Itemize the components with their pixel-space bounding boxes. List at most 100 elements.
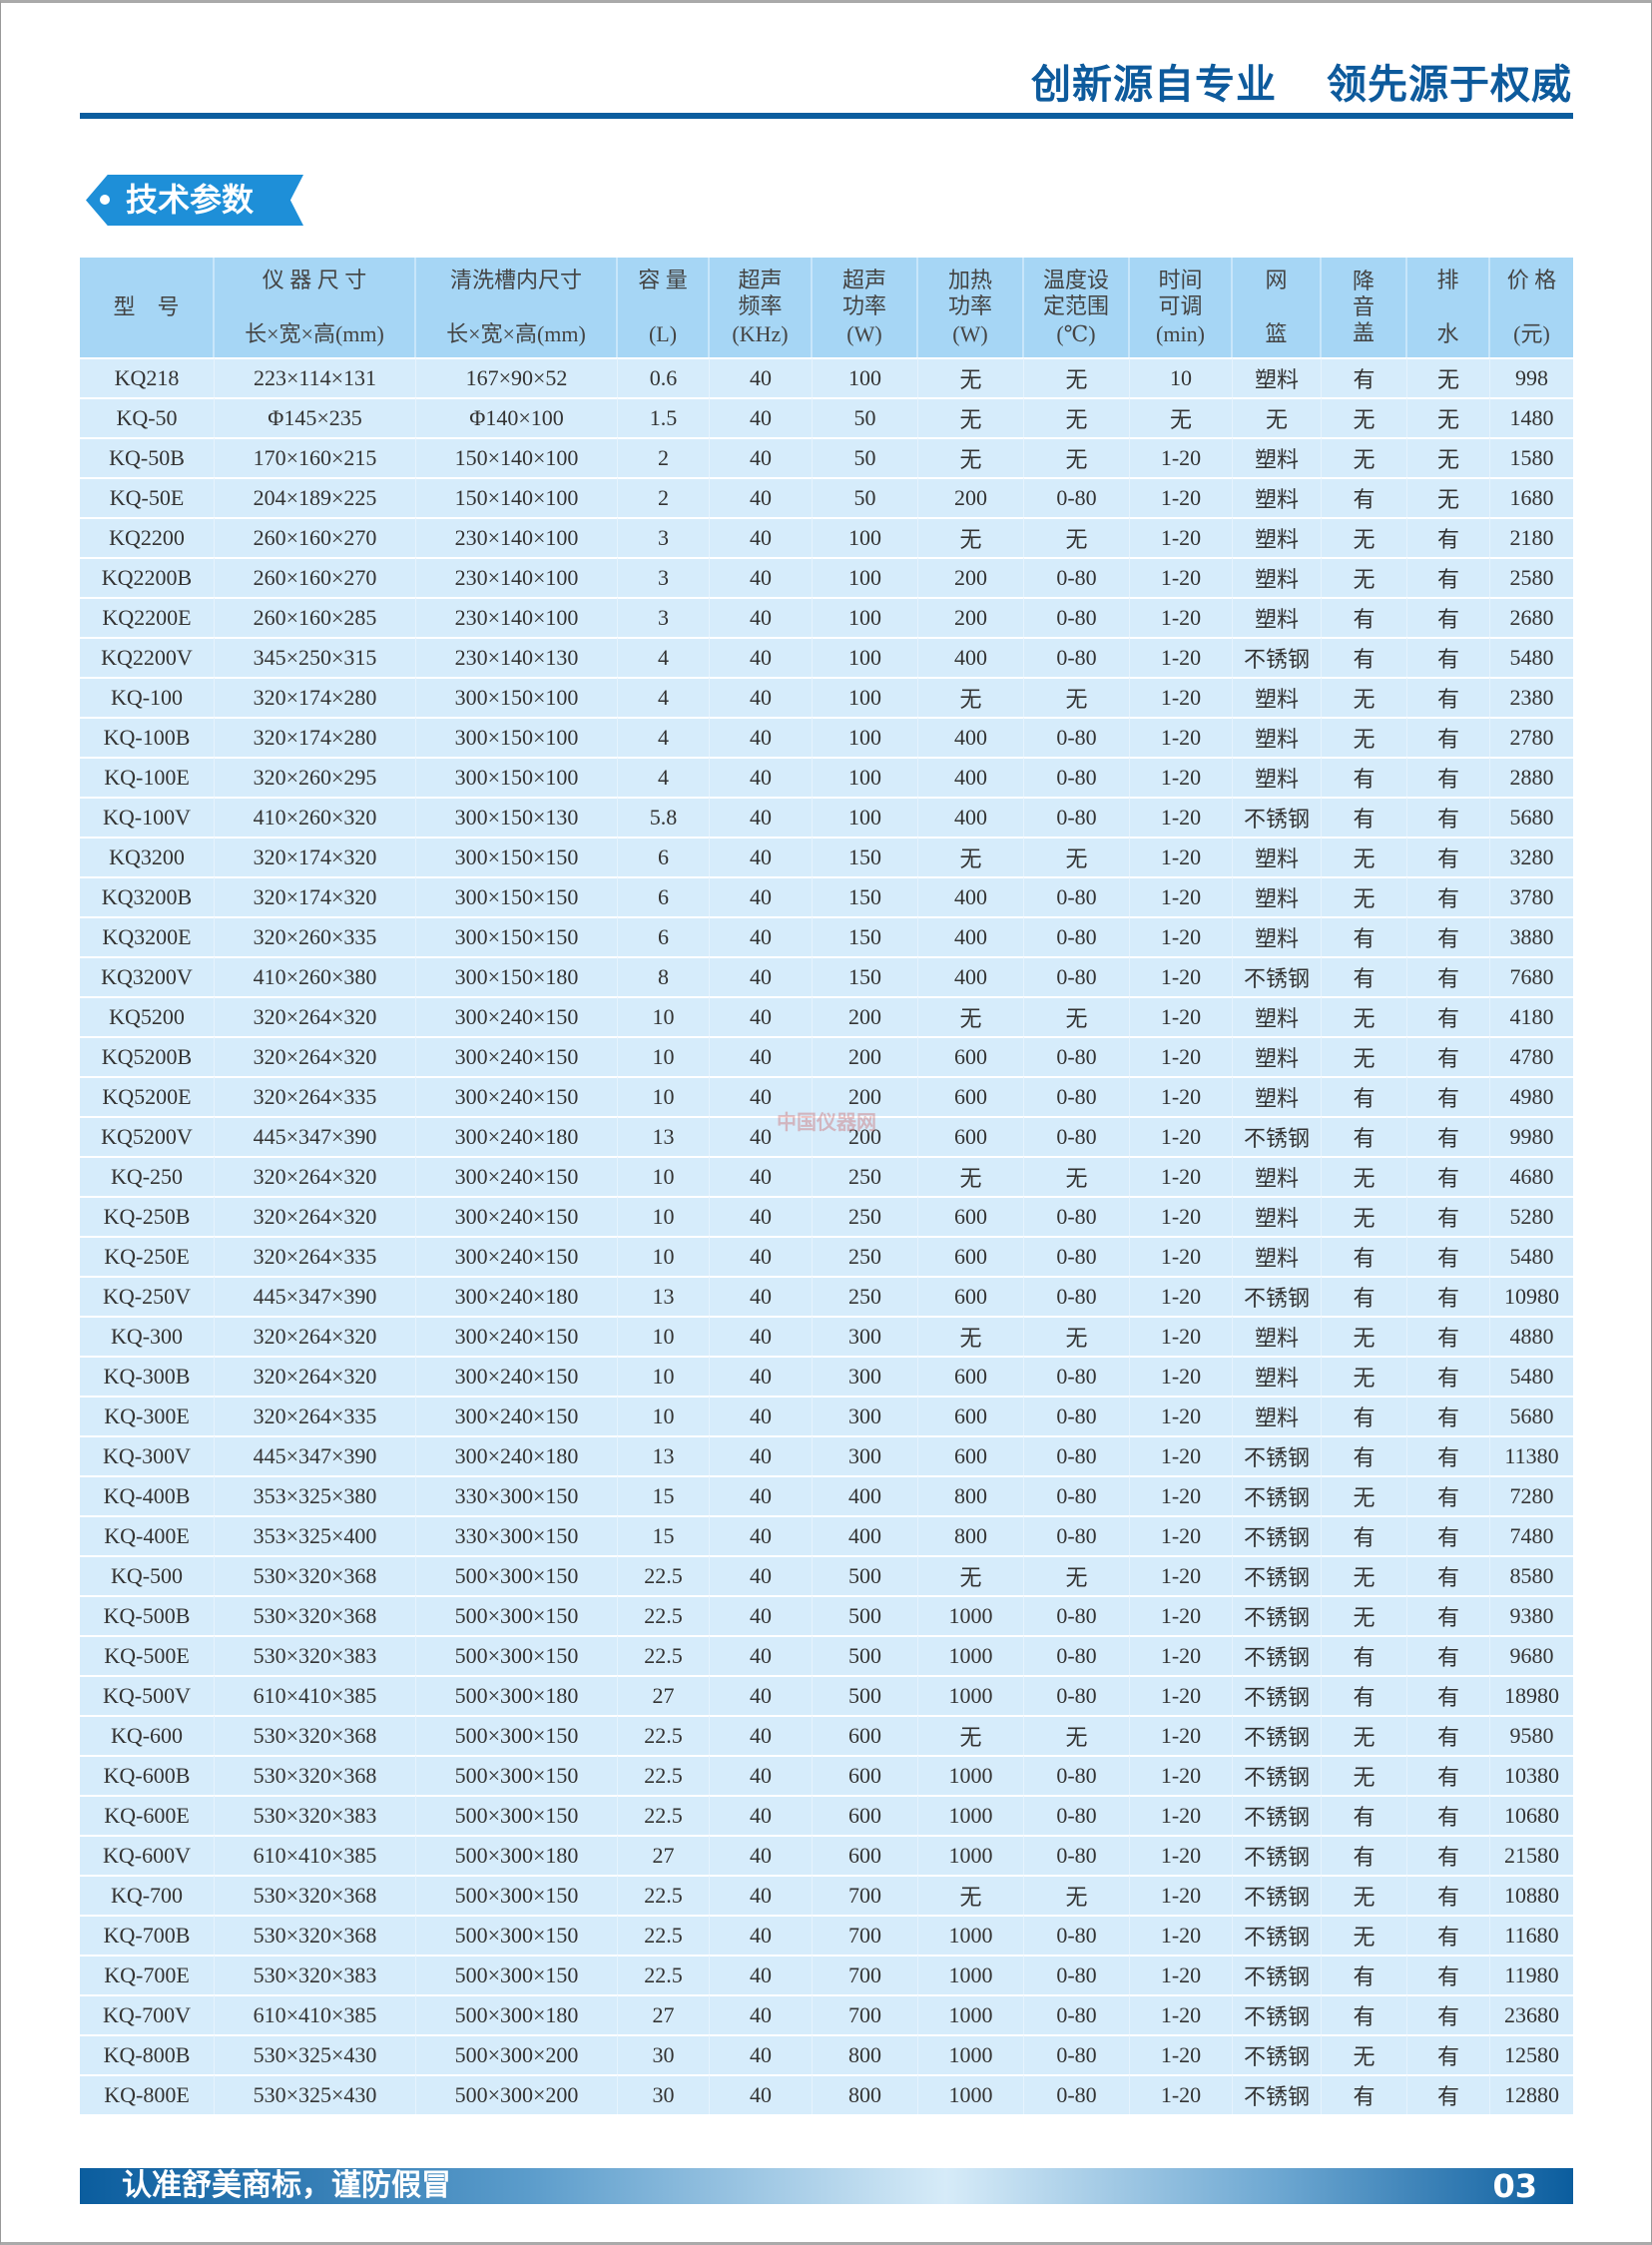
watermark: 中国仪器网 [777,1110,876,1134]
table-cell: 有 [1407,637,1490,677]
table-cell: 4 [618,757,710,797]
table-cell: 不锈钢 [1233,1116,1322,1156]
column-header-label: 加热 功率 [947,268,992,318]
table-cell: 10980 [1490,1276,1573,1316]
table-cell: 530×325×430 [215,2034,416,2074]
column-header-unit: 篮 [1265,321,1288,346]
table-cell: 3 [618,517,710,557]
table-cell: 530×320×383 [215,1955,416,1994]
table-cell: 无 [1322,1156,1407,1196]
table-cell: 300×240×150 [416,1316,618,1356]
table-cell: Φ140×100 [416,397,618,437]
table-cell: 1-20 [1130,517,1233,557]
table-row: KQ-700 530×320×368 500×300×150 22.5 40 700 无无 1… [80,1875,1573,1915]
table-cell: KQ5200 [80,996,215,1036]
table-cell: 150 [813,956,918,996]
table-cell: 5.8 [618,797,710,837]
table-cell: 200 [918,557,1024,597]
table-cell: 40 [710,1555,813,1595]
table-cell: 9580 [1490,1715,1573,1755]
table-cell: 530×320×368 [215,1755,416,1795]
column-header: 型 号 [80,258,215,357]
table-cell: 1-20 [1130,1715,1233,1755]
table-cell: 23680 [1490,1994,1573,2034]
table-cell: 无 [1024,1715,1130,1755]
table-cell: 无 [1322,1875,1407,1915]
table-cell: 353×325×400 [215,1515,416,1555]
table-cell: 塑料 [1233,996,1322,1036]
table-cell: 有 [1407,1635,1490,1675]
column-header-label: 价 格 [1506,268,1557,292]
table-cell: 40 [710,477,813,517]
table-header-row: 型 号仪 器 尺 寸长×宽×高(mm) 清洗槽内尺寸 长×宽×高(mm) 容 量 (L)… [80,258,1573,357]
table-cell: 不锈钢 [1233,1915,1322,1955]
table-cell: 无 [1322,677,1407,717]
table-cell: 0-80 [1024,1635,1130,1675]
table-cell: 有 [1322,2074,1407,2114]
table-cell: 600 [918,1076,1024,1116]
table-row: KQ5200 320×264×320 300×240×150 10 40 200 无无 1-2… [80,996,1573,1036]
table-cell: 0-80 [1024,1515,1130,1555]
table-cell: 无 [918,517,1024,557]
table-cell: 300×150×180 [416,956,618,996]
table-cell: 800 [813,2034,918,2074]
table-cell: 6 [618,876,710,916]
table-cell: 有 [1322,916,1407,956]
table-cell: 有 [1322,1835,1407,1875]
section-title: 技术参数 [126,181,255,219]
table-cell: 无 [1322,1316,1407,1356]
table-cell: 40 [710,1715,813,1755]
table-cell: 40 [710,1875,813,1915]
column-header-unit: (L) [648,321,678,346]
table-cell: 有 [1322,1435,1407,1475]
table-cell: 500×300×180 [416,1994,618,2034]
table-cell: 无 [1024,517,1130,557]
table-cell: 无 [1322,1555,1407,1595]
table-cell: KQ-250V [80,1276,215,1316]
table-cell: 0-80 [1024,597,1130,637]
table-cell: 500×300×150 [416,1635,618,1675]
table-cell: 500×300×150 [416,1715,618,1755]
table-cell: 不锈钢 [1233,1555,1322,1595]
table-cell: 不锈钢 [1233,1475,1322,1515]
table-cell: 150 [813,876,918,916]
table-cell: 0-80 [1024,1276,1130,1316]
table-cell: 320×174×320 [215,837,416,876]
table-cell: 13 [618,1116,710,1156]
table-cell: 2580 [1490,557,1573,597]
table-cell: 600 [918,1116,1024,1156]
table-row: KQ2200V 345×250×315 230×140×130 4 40 100 400 0-… [80,637,1573,677]
table-cell: 塑料 [1233,1196,1322,1236]
table-cell: 不锈钢 [1233,2074,1322,2114]
table-cell: KQ-600V [80,1835,215,1875]
column-header: 清洗槽内尺寸 长×宽×高(mm) [416,258,618,357]
table-cell: 200 [918,477,1024,517]
table-cell: 12580 [1490,2034,1573,2074]
table-cell: 无 [1407,357,1490,397]
table-cell: 600 [813,1795,918,1835]
table-cell: 530×320×368 [215,1875,416,1915]
table-cell: 200 [918,597,1024,637]
table-cell: 不锈钢 [1233,956,1322,996]
table-cell: 18980 [1490,1675,1573,1715]
table-cell: 4 [618,717,710,757]
table-cell: 有 [1322,1276,1407,1316]
table-cell: 塑料 [1233,1356,1322,1396]
table-cell: 1-20 [1130,477,1233,517]
table-cell: 0-80 [1024,1036,1130,1076]
table-cell: 150 [813,916,918,956]
table-row: KQ-500E 530×320×383 500×300×150 22.5 40 500 10… [80,1635,1573,1675]
table-cell: 300×150×150 [416,837,618,876]
table-cell: 22.5 [618,1595,710,1635]
table-cell: 700 [813,1994,918,2034]
table-cell: 1000 [918,1994,1024,2034]
table-cell: 0-80 [1024,757,1130,797]
table-cell: 40 [710,1036,813,1076]
table-cell: 1-20 [1130,1915,1233,1955]
table-cell: 9980 [1490,1116,1573,1156]
table-cell: 2180 [1490,517,1573,557]
table-cell: 10380 [1490,1755,1573,1795]
table-cell: 有 [1407,1675,1490,1715]
table-cell: 1-20 [1130,1635,1233,1675]
table-cell: 610×410×385 [215,1994,416,2034]
